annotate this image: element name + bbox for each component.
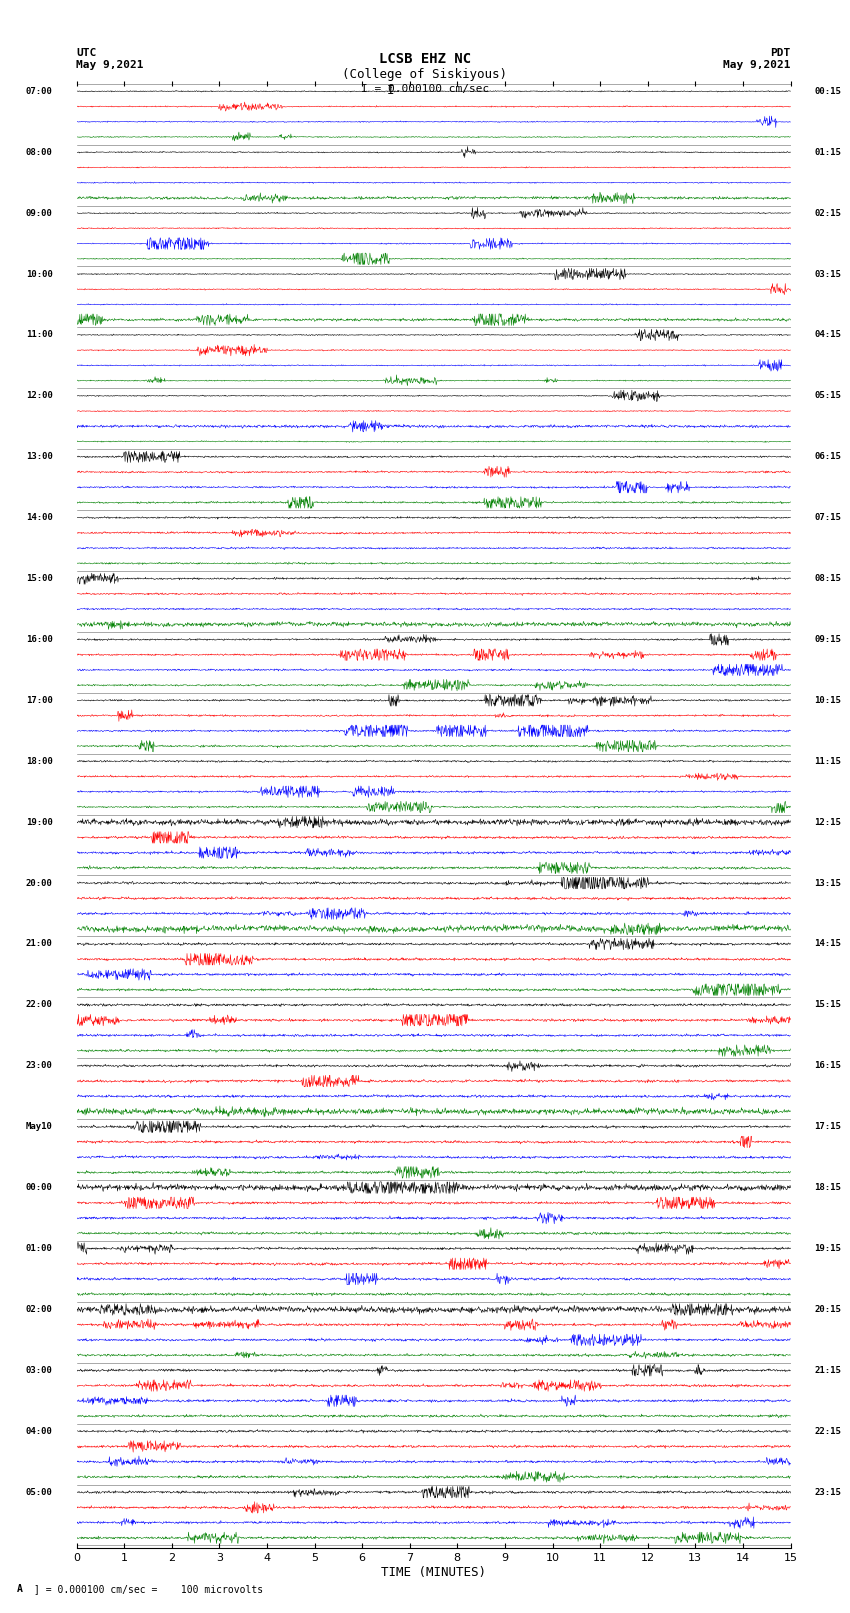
Text: 07:15: 07:15 (814, 513, 842, 523)
Text: 22:00: 22:00 (26, 1000, 53, 1010)
Text: 20:00: 20:00 (26, 879, 53, 887)
Text: May 9,2021: May 9,2021 (723, 60, 791, 69)
Text: 00:00: 00:00 (26, 1182, 53, 1192)
Text: 20:15: 20:15 (814, 1305, 842, 1315)
Text: LCSB EHZ NC: LCSB EHZ NC (379, 52, 471, 66)
Text: 01:15: 01:15 (814, 148, 842, 156)
Text: I: I (388, 84, 394, 97)
Text: May10: May10 (26, 1123, 53, 1131)
Text: (College of Siskiyous): (College of Siskiyous) (343, 68, 507, 81)
Text: May 9,2021: May 9,2021 (76, 60, 144, 69)
Text: 23:15: 23:15 (814, 1487, 842, 1497)
X-axis label: TIME (MINUTES): TIME (MINUTES) (381, 1566, 486, 1579)
Text: 05:15: 05:15 (814, 392, 842, 400)
Text: 18:15: 18:15 (814, 1182, 842, 1192)
Text: 10:15: 10:15 (814, 695, 842, 705)
Text: 03:00: 03:00 (26, 1366, 53, 1374)
Text: I = 0.000100 cm/sec: I = 0.000100 cm/sec (361, 84, 489, 94)
Text: 04:00: 04:00 (26, 1428, 53, 1436)
Text: 21:00: 21:00 (26, 939, 53, 948)
Text: 17:00: 17:00 (26, 695, 53, 705)
Text: 07:00: 07:00 (26, 87, 53, 95)
Text: 09:15: 09:15 (814, 636, 842, 644)
Text: 12:15: 12:15 (814, 818, 842, 827)
Text: 13:15: 13:15 (814, 879, 842, 887)
Text: ] = 0.000100 cm/sec =    100 microvolts: ] = 0.000100 cm/sec = 100 microvolts (34, 1584, 264, 1594)
Text: 11:15: 11:15 (814, 756, 842, 766)
Text: 03:15: 03:15 (814, 269, 842, 279)
Text: A: A (17, 1584, 23, 1594)
Text: 16:15: 16:15 (814, 1061, 842, 1071)
Text: 23:00: 23:00 (26, 1061, 53, 1071)
Text: 02:15: 02:15 (814, 208, 842, 218)
Text: 02:00: 02:00 (26, 1305, 53, 1315)
Text: 08:15: 08:15 (814, 574, 842, 582)
Text: 18:00: 18:00 (26, 756, 53, 766)
Text: 09:00: 09:00 (26, 208, 53, 218)
Text: 08:00: 08:00 (26, 148, 53, 156)
Text: 16:00: 16:00 (26, 636, 53, 644)
Text: 14:00: 14:00 (26, 513, 53, 523)
Text: 14:15: 14:15 (814, 939, 842, 948)
Text: 06:15: 06:15 (814, 452, 842, 461)
Text: 21:15: 21:15 (814, 1366, 842, 1374)
Text: 00:15: 00:15 (814, 87, 842, 95)
Text: 10:00: 10:00 (26, 269, 53, 279)
Text: 13:00: 13:00 (26, 452, 53, 461)
Text: 01:00: 01:00 (26, 1244, 53, 1253)
Text: 15:00: 15:00 (26, 574, 53, 582)
Text: UTC: UTC (76, 48, 97, 58)
Text: PDT: PDT (770, 48, 790, 58)
Text: 05:00: 05:00 (26, 1487, 53, 1497)
Text: 19:00: 19:00 (26, 818, 53, 827)
Text: 17:15: 17:15 (814, 1123, 842, 1131)
Text: 11:00: 11:00 (26, 331, 53, 339)
Text: 12:00: 12:00 (26, 392, 53, 400)
Text: 15:15: 15:15 (814, 1000, 842, 1010)
Text: 19:15: 19:15 (814, 1244, 842, 1253)
Text: 22:15: 22:15 (814, 1428, 842, 1436)
Text: 04:15: 04:15 (814, 331, 842, 339)
